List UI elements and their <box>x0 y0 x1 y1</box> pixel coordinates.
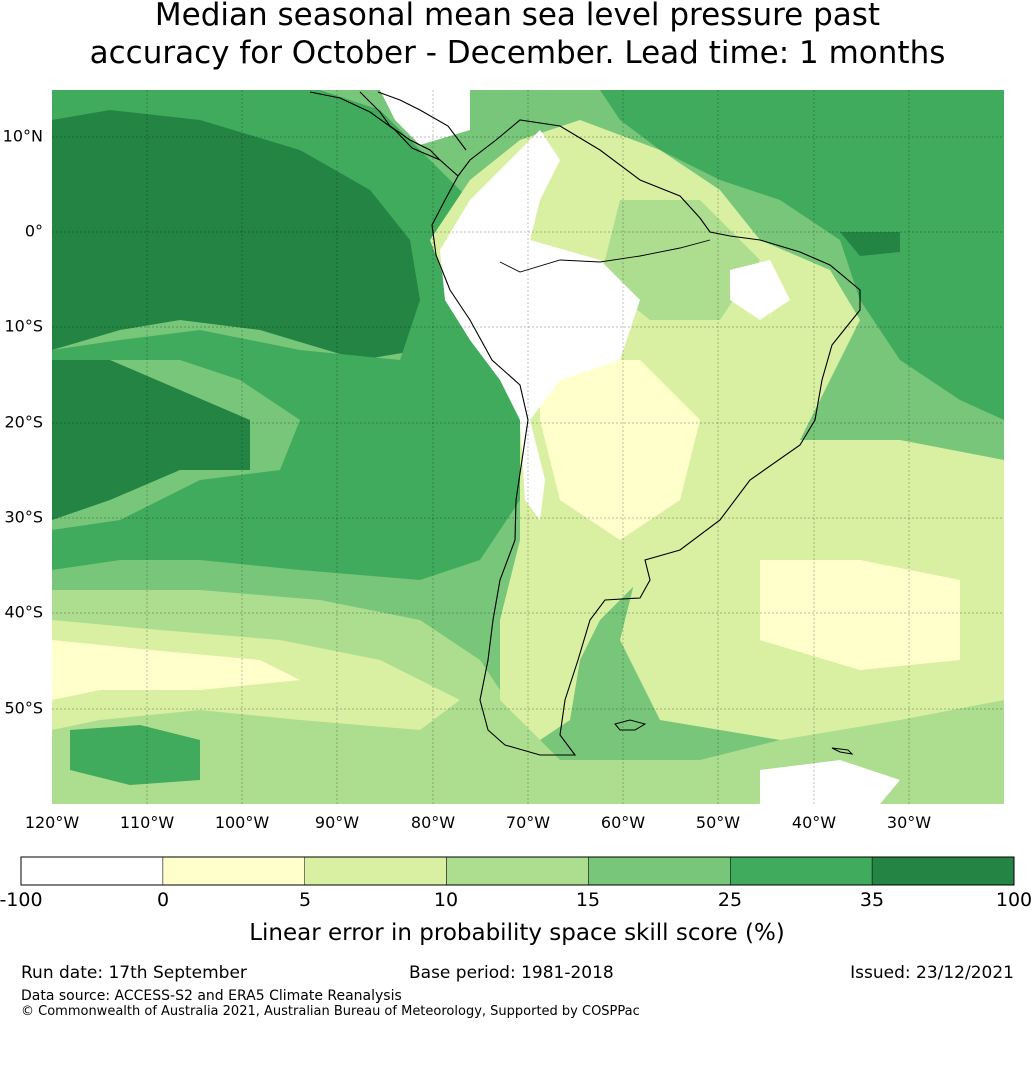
lon-label-110w: 110°W <box>120 813 175 832</box>
lon-label-40w: 40°W <box>792 813 836 832</box>
colorbar-tick-minus100: -100 <box>0 889 43 911</box>
colorbar-swatch-5 <box>730 856 873 886</box>
coastline-south-america <box>309 91 861 756</box>
score-region-southwest-green <box>70 725 200 785</box>
river-amazon <box>499 239 711 273</box>
colorbar-swatch-4 <box>588 856 731 886</box>
coastline-south-georgia <box>831 747 854 755</box>
score-region-brazil-white <box>730 260 790 320</box>
skill-score-map: 10°N 0° 10°S 20°S 30°S 40°S 50°S 120°W 1… <box>3 90 1004 832</box>
base-period: Base period: 1981-2018 <box>409 963 614 983</box>
colorbar-frame <box>20 856 1015 886</box>
lon-label-100w: 100°W <box>215 813 270 832</box>
colorbar-swatch-3 <box>446 856 589 886</box>
run-date: Run date: 17th September <box>21 963 247 983</box>
copyright-notice: © Commonwealth of Australia 2021, Austra… <box>21 1004 640 1019</box>
lon-label-90w: 90°W <box>315 813 359 832</box>
lon-label-30w: 30°W <box>887 813 931 832</box>
data-source: Data source: ACCESS-S2 and ERA5 Climate … <box>21 988 402 1004</box>
score-region-southeast-white <box>760 760 900 804</box>
lon-label-60w: 60°W <box>601 813 645 832</box>
score-region-pacific-dark <box>52 100 430 360</box>
lon-label-120w: 120°W <box>25 813 80 832</box>
score-region-andes-white <box>440 130 640 520</box>
lat-label-0: 0° <box>25 222 43 241</box>
colorbar-tick-35: 35 <box>860 889 884 911</box>
coastline-falklands <box>614 719 647 731</box>
colorbar-tick-10: 10 <box>434 889 458 911</box>
colorbar-swatch-0 <box>20 856 164 886</box>
colorbar-tick-5: 5 <box>299 889 311 911</box>
lat-label-10s: 10°S <box>4 317 43 336</box>
coastline-central-america <box>359 91 467 161</box>
score-region-pacific-medium <box>52 90 520 580</box>
map-title-line-1: Median seasonal mean sea level pressure … <box>154 0 881 33</box>
colorbar-tick-15: 15 <box>576 889 600 911</box>
lat-label-30s: 30°S <box>4 508 43 527</box>
lat-label-20s: 20°S <box>4 413 43 432</box>
score-region-atlantic-dark <box>840 232 900 256</box>
colorbar-tick-25: 25 <box>718 889 742 911</box>
lat-label-50s: 50°S <box>4 699 43 718</box>
score-region-continent-yellow <box>540 360 700 540</box>
score-region-caribbean-white <box>380 90 470 145</box>
graticule <box>52 90 1004 804</box>
colorbar-swatch-1 <box>162 856 306 886</box>
lat-label-10n: 10°N <box>3 127 43 146</box>
colorbar-label: Linear error in probability space skill … <box>249 920 785 946</box>
score-region-continent-green <box>600 200 760 320</box>
score-region-south-yellow <box>52 640 300 700</box>
colorbar-tick-100: 100 <box>996 889 1032 911</box>
lon-label-50w: 50°W <box>696 813 740 832</box>
colorbar: -100 0 5 10 15 25 35 100 Linear error in… <box>0 856 1032 946</box>
colorbar-swatches <box>20 856 1015 886</box>
issued-date: Issued: 23/12/2021 <box>850 963 1014 983</box>
score-region-atlantic-medium <box>600 90 1004 420</box>
colorbar-swatch-6 <box>871 856 1015 886</box>
map-title-line-2: accuracy for October - December. Lead ti… <box>89 35 946 71</box>
score-region-atlantic-south-yellow <box>760 560 960 670</box>
colorbar-tick-0: 0 <box>157 889 169 911</box>
colorbar-swatch-2 <box>304 856 447 886</box>
lon-label-70w: 70°W <box>506 813 550 832</box>
score-region-pacific-dark-south <box>52 350 250 520</box>
lat-label-40s: 40°S <box>4 603 43 622</box>
lon-label-80w: 80°W <box>411 813 455 832</box>
